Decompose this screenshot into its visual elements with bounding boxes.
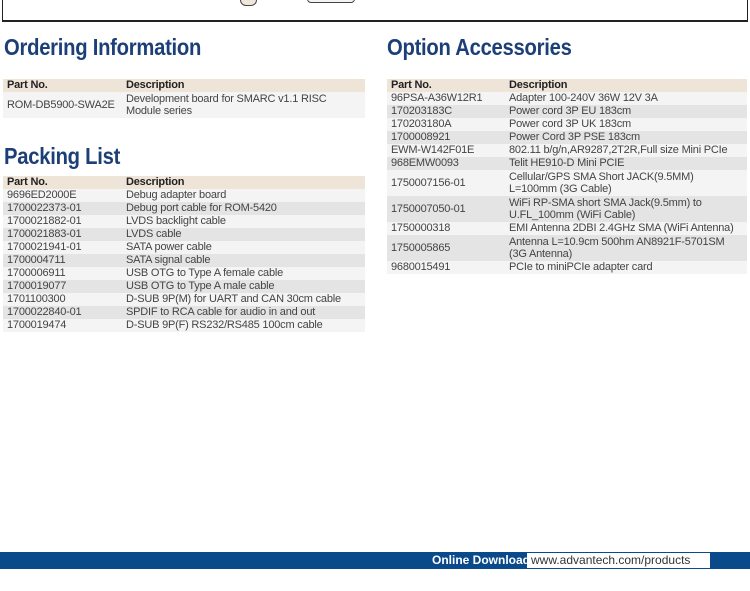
diagram-slot bbox=[307, 0, 355, 3]
table-row: 1750007156-01 Cellular/GPS SMA Short JACK… bbox=[387, 170, 747, 196]
description-cell: D-SUB 9P(F) RS232/RS485 100cm cable bbox=[122, 319, 365, 332]
description-cell: Power cord 3P EU 183cm bbox=[505, 105, 747, 118]
table-row: 170203183C Power cord 3P EU 183cm bbox=[387, 105, 747, 118]
description-cell: 802.11 b/g/n,AR9287,2T2R,Full size Mini … bbox=[505, 144, 747, 157]
table-row: 96PSA-A36W12R1 Adapter 100-240V 36W 12V 3… bbox=[387, 92, 747, 105]
part-number-cell: 1700019077 bbox=[3, 280, 122, 293]
column-header: Description bbox=[122, 176, 365, 189]
table-row: 170203180A Power cord 3P UK 183cm bbox=[387, 118, 747, 131]
description-cell: SPDIF to RCA cable for audio in and out bbox=[122, 306, 365, 319]
description-cell: SATA power cable bbox=[122, 241, 365, 254]
part-number-cell: 170203180A bbox=[387, 118, 505, 131]
table-row: 9680015491 PCIe to miniPCIe adapter card bbox=[387, 261, 747, 274]
column-header: Part No. bbox=[3, 79, 122, 92]
accessories-title: Option Accessories bbox=[387, 34, 572, 60]
description-cell: USB OTG to Type A female cable bbox=[122, 267, 365, 280]
table-row: 1750005865 Antenna L=10.9cm 500hm AN8921F… bbox=[387, 235, 747, 261]
description-cell: Power Cord 3P PSE 183cm bbox=[505, 131, 747, 144]
description-cell: EMI Antenna 2DBI 2.4GHz SMA (WiFi Antenn… bbox=[505, 222, 747, 235]
part-number-cell: 1700008921 bbox=[387, 131, 505, 144]
description-cell: USB OTG to Type A male cable bbox=[122, 280, 365, 293]
table-row: 968EMW0093 Telit HE910-D Mini PCIE bbox=[387, 157, 747, 170]
description-cell: LVDS cable bbox=[122, 228, 365, 241]
part-number-cell: 1700022373-01 bbox=[3, 202, 122, 215]
table-row: 1700021883-01 LVDS cable bbox=[3, 228, 365, 241]
description-cell: Cellular/GPS SMA Short JACK(9.5MM) L=100… bbox=[505, 170, 747, 196]
part-number-cell: 1750000318 bbox=[387, 222, 505, 235]
part-number-cell: 1701100300 bbox=[3, 293, 122, 306]
description-cell: Debug port cable for ROM-5420 bbox=[122, 202, 365, 215]
table-row: 1700006911 USB OTG to Type A female cable bbox=[3, 267, 365, 280]
part-number-cell: 1700019474 bbox=[3, 319, 122, 332]
column-header: Part No. bbox=[387, 79, 505, 92]
header-row: Part No. Description bbox=[3, 176, 365, 189]
description-cell: Power cord 3P UK 183cm bbox=[505, 118, 747, 131]
part-number-cell: 9696ED2000E bbox=[3, 189, 122, 202]
description-cell: SATA signal cable bbox=[122, 254, 365, 267]
table-row: 1700021882-01 LVDS backlight cable bbox=[3, 215, 365, 228]
description-cell: D-SUB 9P(M) for UART and CAN 30cm cable bbox=[122, 293, 365, 306]
description-cell: Telit HE910-D Mini PCIE bbox=[505, 157, 747, 170]
online-download-label: Online Download bbox=[432, 553, 530, 567]
accessories-table: Part No. Description 96PSA-A36W12R1 Adapter… bbox=[387, 79, 747, 274]
product-diagram-frame bbox=[2, 0, 748, 22]
header-row: Part No. Description bbox=[3, 79, 365, 92]
part-number-cell: 170203183C bbox=[387, 105, 505, 118]
column-header: Part No. bbox=[3, 176, 122, 189]
table-row: 9696ED2000E Debug adapter board bbox=[3, 189, 365, 202]
column-header: Description bbox=[505, 79, 747, 92]
part-number-cell: 1750007050-01 bbox=[387, 196, 505, 222]
table-row: 1700022840-01 SPDIF to RCA cable for audi… bbox=[3, 306, 365, 319]
packing-table: Part No. Description 9696ED2000E Debug adap… bbox=[3, 176, 365, 332]
part-number-cell: 1750005865 bbox=[387, 235, 505, 261]
footer-bar: Online Download www.advantech.com/produc… bbox=[0, 552, 750, 569]
table-row: 1700004711 SATA signal cable bbox=[3, 254, 365, 267]
part-number-cell: EWM-W142F01E bbox=[387, 144, 505, 157]
ordering-table: Part No. Description ROM-DB5900-SWA2E Devel… bbox=[3, 79, 365, 118]
table-row: ROM-DB5900-SWA2E Development board for SM… bbox=[3, 92, 365, 118]
description-cell: PCIe to miniPCIe adapter card bbox=[505, 261, 747, 274]
table-row: 1700021941-01 SATA power cable bbox=[3, 241, 365, 254]
table-row: 1750000318 EMI Antenna 2DBI 2.4GHz SMA (W… bbox=[387, 222, 747, 235]
part-number-cell: 1750007156-01 bbox=[387, 170, 505, 196]
description-cell: WiFi RP-SMA short SMA Jack(9.5mm) to U.F… bbox=[505, 196, 747, 222]
table-row: EWM-W142F01E 802.11 b/g/n,AR9287,2T2R,Ful… bbox=[387, 144, 747, 157]
header-row: Part No. Description bbox=[387, 79, 747, 92]
part-number-cell: 96PSA-A36W12R1 bbox=[387, 92, 505, 105]
table-row: 1700008921 Power Cord 3P PSE 183cm bbox=[387, 131, 747, 144]
description-cell: Development board for SMARC v1.1 RISC Mo… bbox=[122, 92, 365, 118]
table-row: 1750007050-01 WiFi RP-SMA short SMA Jack(… bbox=[387, 196, 747, 222]
part-number-cell: 1700021941-01 bbox=[3, 241, 122, 254]
download-url-link[interactable]: www.advantech.com/products bbox=[527, 553, 710, 568]
table-row: 1700019474 D-SUB 9P(F) RS232/RS485 100cm … bbox=[3, 319, 365, 332]
part-number-cell: 1700021882-01 bbox=[3, 215, 122, 228]
table-row: 1700019077 USB OTG to Type A male cable bbox=[3, 280, 365, 293]
column-header: Description bbox=[122, 79, 365, 92]
part-number-cell: 1700004711 bbox=[3, 254, 122, 267]
packing-title: Packing List bbox=[4, 143, 121, 169]
description-cell: Antenna L=10.9cm 500hm AN8921F-5701SM (3… bbox=[505, 235, 747, 261]
part-number-cell: 968EMW0093 bbox=[387, 157, 505, 170]
part-number-cell: 1700022840-01 bbox=[3, 306, 122, 319]
table-row: 1701100300 D-SUB 9P(M) for UART and CAN 3… bbox=[3, 293, 365, 306]
part-number-cell: 1700006911 bbox=[3, 267, 122, 280]
part-number-cell: 9680015491 bbox=[387, 261, 505, 274]
table-row: 1700022373-01 Debug port cable for ROM-54… bbox=[3, 202, 365, 215]
description-cell: Adapter 100-240V 36W 12V 3A bbox=[505, 92, 747, 105]
ordering-title: Ordering Information bbox=[4, 34, 202, 60]
part-number-cell: 1700021883-01 bbox=[3, 228, 122, 241]
description-cell: Debug adapter board bbox=[122, 189, 365, 202]
description-cell: LVDS backlight cable bbox=[122, 215, 365, 228]
part-number-cell: ROM-DB5900-SWA2E bbox=[3, 92, 122, 118]
